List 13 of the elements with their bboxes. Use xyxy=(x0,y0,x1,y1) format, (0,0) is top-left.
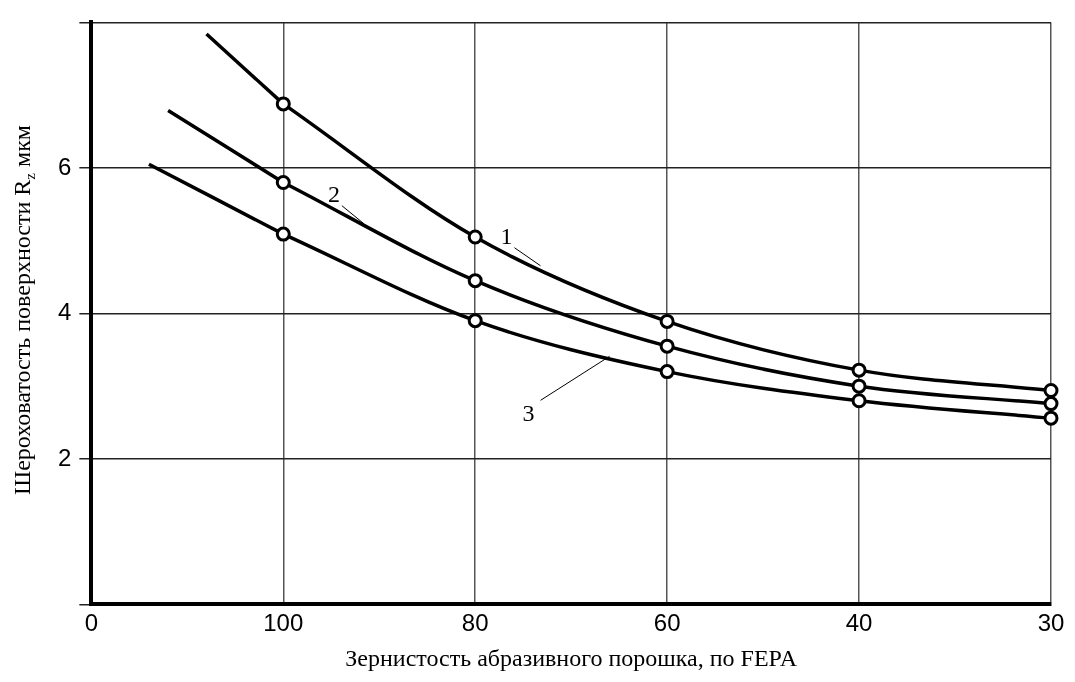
x-axis-title: Зернистость абразивного порошка, по FEPA xyxy=(345,644,798,671)
series-label: 2 xyxy=(327,181,340,207)
y-tick-label: 4 xyxy=(57,298,72,326)
series-label: 1 xyxy=(500,223,513,249)
x-tick-label: 30 xyxy=(1037,609,1065,637)
x-tick-label: 60 xyxy=(653,609,681,637)
text: 3 xyxy=(522,399,535,426)
x-tick-label: 100 xyxy=(263,609,304,637)
y-tick-label: 6 xyxy=(57,152,72,180)
y-tick-label: 2 xyxy=(57,443,72,471)
x-tick-label: 40 xyxy=(845,609,873,637)
x-tick-label: 0 xyxy=(84,609,99,637)
x-tick-label: 80 xyxy=(461,609,489,637)
